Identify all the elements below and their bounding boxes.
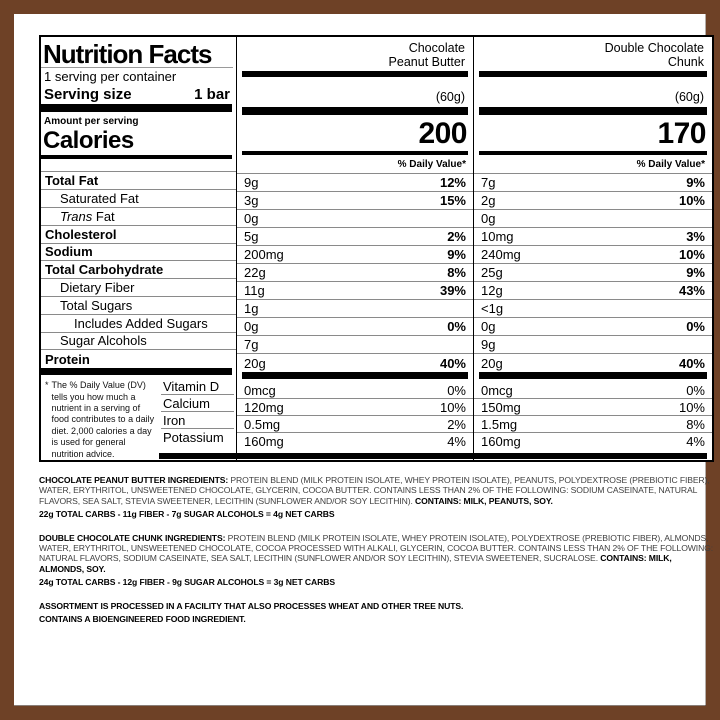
amount-per-serving: Amount per serving: [44, 116, 139, 127]
nutrient-row: 7g 9%: [474, 174, 712, 192]
section-bar: [242, 372, 468, 379]
bioengineered-statement: CONTAINS A BIOENGINEERED FOOD INGREDIENT…: [39, 614, 246, 625]
serving-weight: (60g): [435, 90, 465, 104]
nutrient-row: 5g 2%: [237, 228, 473, 246]
thick-bar: [41, 104, 232, 112]
thick-bar: [242, 71, 468, 77]
serving-weight: (60g): [674, 90, 704, 104]
vitamin-row-label: Potassium: [163, 430, 224, 446]
nutrient-row: 9g 12%: [237, 174, 473, 192]
flavor-name: Chocolate Peanut Butter: [388, 41, 465, 69]
vitamin-row-label: Vitamin D: [161, 378, 234, 396]
nutrient-row: 20g 40%: [481, 355, 705, 371]
facility-statement: ASSORTMENT IS PROCESSED IN A FACILITY TH…: [39, 600, 464, 611]
nutrient-row-label: Cholesterol: [41, 226, 236, 244]
nutrient-row: 1g: [237, 300, 473, 318]
vitamin-row: 160mg 4%: [481, 434, 705, 449]
vitamin-row: 0mcg 0%: [237, 382, 473, 399]
vitamin-row: 0mcg 0%: [474, 382, 712, 399]
nutrient-row: 7g: [237, 336, 473, 354]
calories-label: Calories: [43, 127, 134, 154]
serving-size-row: Serving size 1 bar: [41, 84, 236, 104]
nutrient-row: 10mg 3%: [474, 228, 712, 246]
calories-value: 200: [418, 117, 467, 150]
net-carbs-line: 24g TOTAL CARBS - 12g FIBER - 9g SUGAR A…: [39, 577, 335, 588]
title-rule: [41, 67, 233, 68]
daily-value-footnote: * The % Daily Value (DV) tells you how m…: [45, 380, 155, 459]
ingredients-chocolate-peanut-butter: CHOCOLATE PEANUT BUTTER INGREDIENTS: PRO…: [39, 475, 710, 506]
nutrient-row: 20g 40%: [244, 355, 466, 371]
vitamin-row: 160mg 4%: [244, 434, 466, 449]
calories-value: 170: [657, 117, 706, 150]
vitamin-values: 0mcg 0% 150mg 10% 1.5mg 8% 160mg 4%: [474, 379, 712, 450]
vitamin-values: 0mcg 0% 120mg 10% 0.5mg 2% 160mg 4%: [237, 379, 473, 450]
serving-size-label: Serving size: [44, 85, 132, 103]
thick-bar: [479, 71, 707, 77]
nutrient-row-label: Trans Fat: [41, 208, 236, 226]
nutrient-row-label: Dietary Fiber: [41, 279, 236, 297]
daily-value-header: % Daily Value*: [397, 158, 466, 170]
vitamin-row: 0.5mg 2%: [237, 416, 473, 433]
nutrient-row-label: Total Sugars: [41, 297, 236, 315]
nutrient-row: 240mg 10%: [474, 246, 712, 264]
section-bar: [41, 368, 232, 376]
daily-value-header: % Daily Value*: [636, 158, 705, 170]
thick-bar: [479, 107, 707, 115]
nutrient-row: 2g 10%: [474, 192, 712, 210]
net-carbs-line: 22g TOTAL CARBS - 11g FIBER - 7g SUGAR A…: [39, 509, 335, 520]
ingredients-double-chocolate-chunk: DOUBLE CHOCOLATE CHUNK INGREDIENTS: PROT…: [39, 532, 714, 574]
nutrient-row: 22g 8%: [237, 264, 473, 282]
vitamin-row: 120mg 10%: [237, 399, 473, 416]
vitamin-row: 150mg 10%: [474, 399, 712, 416]
nutrient-row: 12g 43%: [474, 282, 712, 300]
vitamin-row-label: Iron: [161, 412, 234, 430]
nutrient-row: <1g: [474, 300, 712, 318]
nutrient-row: 3g 15%: [237, 192, 473, 210]
nutrient-row: 0g: [237, 210, 473, 228]
nutrition-facts-panel: Nutrition Facts 1 serving per container …: [39, 35, 714, 462]
bottom-heavy-bar: [159, 453, 707, 459]
nutrient-row-label: Sugar Alcohols: [41, 333, 236, 351]
nutrient-row: 25g 9%: [474, 264, 712, 282]
flavor-name: Double Chocolate Chunk: [604, 41, 704, 69]
nutrient-row-label: Includes Added Sugars: [41, 315, 236, 333]
nutrient-row: 0g 0%: [237, 318, 473, 336]
medium-bar: [479, 151, 707, 155]
nutrition-facts-title: Nutrition Facts: [43, 39, 212, 69]
nutrient-row: 0g 0%: [474, 318, 712, 336]
flavor-header: Chocolate Peanut Butter (60g) 200 % Dail…: [237, 37, 473, 174]
nutrient-row-label: Total Carbohydrate: [41, 261, 236, 280]
ingredients-section: CHOCOLATE PEANUT BUTTER INGREDIENTS: PRO…: [39, 475, 715, 627]
nutrient-row: 200mg 9%: [237, 246, 473, 264]
nutrient-row-label: Total Fat: [41, 172, 236, 191]
vitamin-row-label: Calcium: [161, 395, 234, 413]
servings-per-container: 1 serving per container: [44, 69, 177, 84]
column-chocolate-peanut-butter: Chocolate Peanut Butter (60g) 200 % Dail…: [236, 37, 473, 460]
column-double-chocolate-chunk: Double Chocolate Chunk (60g) 170 % Daily…: [473, 37, 712, 460]
footnote-area: * The % Daily Value (DV) tells you how m…: [41, 375, 236, 460]
medium-bar: [242, 151, 468, 155]
nutrient-row: 9g: [474, 336, 712, 354]
nutrient-row-label: Sodium: [41, 244, 236, 262]
nutrient-row-label: Protein: [45, 351, 90, 367]
medium-bar: [41, 155, 232, 159]
flavor-header: Double Chocolate Chunk (60g) 170 % Daily…: [474, 37, 712, 174]
nutrient-row-label: Saturated Fat: [41, 190, 236, 208]
labels-column: Nutrition Facts 1 serving per container …: [41, 37, 236, 460]
thick-bar: [242, 107, 468, 115]
labels-header: Nutrition Facts 1 serving per container …: [41, 37, 236, 173]
serving-size-value: 1 bar: [194, 85, 230, 103]
section-bar: [479, 372, 707, 379]
nutrient-row: 0g: [474, 210, 712, 228]
vitamin-row: 1.5mg 8%: [474, 416, 712, 433]
vitamin-names: Vitamin D Calcium Iron Potassium: [161, 375, 236, 460]
nutrient-row: 11g 39%: [237, 282, 473, 300]
